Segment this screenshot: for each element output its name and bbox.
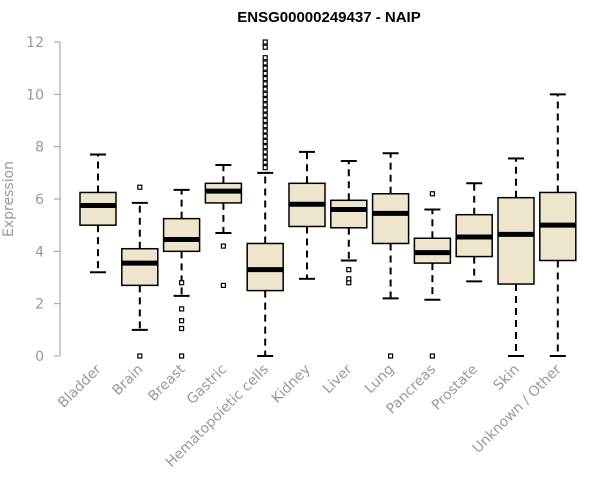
chart-title: ENSG00000249437 - NAIP <box>237 9 420 26</box>
outlier-point <box>429 353 435 359</box>
box-group <box>288 150 326 280</box>
outlier-point <box>179 353 185 359</box>
x-category-label: Kidney <box>269 362 314 407</box>
box-group <box>79 153 117 274</box>
outlier-point <box>179 325 185 332</box>
iqr-box <box>79 191 117 226</box>
box-group <box>330 160 368 286</box>
outlier-point <box>262 76 268 82</box>
outlier-point <box>346 267 352 273</box>
y-tick-label: 8 <box>35 140 44 156</box>
outlier-point <box>262 39 268 45</box>
y-axis: 0 2 4 6 8 10 12 <box>26 35 61 365</box>
box-group <box>371 152 410 359</box>
outlier-point <box>262 91 268 97</box>
outlier-point <box>262 44 268 50</box>
x-category-label: Skin <box>490 362 522 394</box>
outlier-point <box>262 86 268 92</box>
outlier-point <box>388 353 394 359</box>
iqr-box <box>121 247 159 287</box>
outlier-point <box>262 70 268 77</box>
outlier-point <box>262 107 268 113</box>
box-group <box>162 188 201 359</box>
box-group <box>246 39 284 357</box>
outlier-point <box>262 149 268 155</box>
iqr-box <box>330 199 368 229</box>
x-category-label: Brain <box>109 362 146 399</box>
x-category-label: Bladder <box>55 361 105 411</box>
y-tick-label: 0 <box>35 349 44 365</box>
outlier-point <box>220 282 226 288</box>
outlier-point <box>262 144 268 150</box>
outlier-point <box>262 96 268 103</box>
box-group <box>413 191 452 359</box>
box-group <box>539 93 577 357</box>
box-group <box>497 157 535 357</box>
outlier-point <box>262 128 268 134</box>
outlier-point <box>346 276 352 282</box>
outlier-point <box>179 280 185 286</box>
outlier-point <box>179 306 185 312</box>
x-category-label: Breast <box>145 361 189 405</box>
outlier-point <box>179 318 185 324</box>
box-series <box>79 39 577 359</box>
outlier-point <box>262 123 268 129</box>
y-tick-label: 2 <box>35 297 44 313</box>
y-tick-label: 4 <box>35 244 44 260</box>
outlier-point <box>262 112 268 118</box>
outlier-point <box>262 154 268 160</box>
iqr-box <box>162 217 201 253</box>
outlier-point <box>262 117 268 124</box>
outlier-point <box>429 191 435 197</box>
outlier-point <box>262 133 268 139</box>
y-tick-label: 6 <box>35 192 44 208</box>
y-tick-label: 10 <box>26 87 44 103</box>
outlier-point <box>220 243 226 249</box>
outlier-point <box>262 159 268 165</box>
outlier-point <box>262 65 268 71</box>
outlier-point <box>262 165 268 171</box>
outlier-point <box>262 102 268 108</box>
outlier-point <box>262 55 268 61</box>
box-group <box>455 182 493 283</box>
iqr-box <box>497 196 535 285</box>
box-group <box>121 184 159 359</box>
x-category-label: Liver <box>320 361 356 397</box>
outlier-point <box>137 353 143 359</box>
y-axis-label: Expression <box>1 161 17 237</box>
iqr-box <box>371 193 410 245</box>
box-group <box>204 163 243 288</box>
y-tick-label: 12 <box>26 35 44 51</box>
outlier-point <box>262 138 268 145</box>
outlier-point <box>137 184 143 190</box>
x-category-label: Prostate <box>429 362 481 414</box>
iqr-box <box>246 242 284 292</box>
outlier-point <box>262 60 268 66</box>
x-category-label: Lung <box>362 362 397 397</box>
outlier-point <box>262 81 268 87</box>
